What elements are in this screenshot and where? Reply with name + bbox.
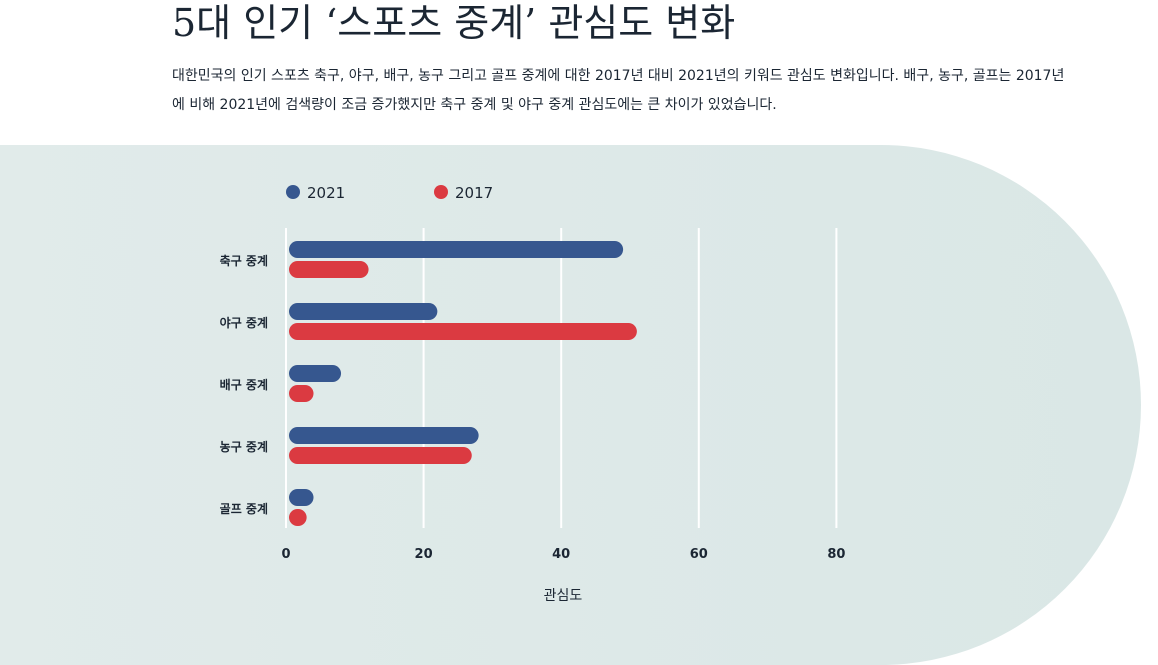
x-tick-label: 60 <box>690 547 708 562</box>
category-label: 배구 중계 <box>220 377 268 392</box>
bar-2021 <box>289 241 624 258</box>
x-axis-label: 관심도 <box>544 588 583 604</box>
x-tick-label: 80 <box>827 547 845 562</box>
bar-2017 <box>289 509 307 526</box>
bar-2021 <box>289 303 438 320</box>
category-label: 농구 중계 <box>220 439 268 454</box>
x-tick-label: 20 <box>415 547 433 562</box>
legend-marker-2017 <box>434 185 448 199</box>
category-label: 야구 중계 <box>220 315 268 330</box>
bar-2017 <box>289 385 314 402</box>
bar-2021 <box>289 365 342 382</box>
bar-2017 <box>289 447 472 464</box>
category-label: 골프 중계 <box>220 501 268 516</box>
legend-label-2021: 2021 <box>307 184 345 202</box>
bar-2021 <box>289 427 479 444</box>
x-tick-label: 40 <box>552 547 570 562</box>
page-description: 대한민국의 인기 스포츠 축구, 야구, 배구, 농구 그리고 골프 중계에 대… <box>172 68 1065 113</box>
x-tick-label: 0 <box>281 547 290 562</box>
category-label: 축구 중계 <box>220 253 268 268</box>
bar-2021 <box>289 489 314 506</box>
legend-marker-2021 <box>286 185 300 199</box>
legend-label-2017: 2017 <box>455 184 493 202</box>
chart-background <box>0 145 1141 665</box>
bar-2017 <box>289 323 637 340</box>
page-title: 5대 인기 ‘스포츠 중계’ 관심도 변화 <box>172 1 736 45</box>
bar-2017 <box>289 261 369 278</box>
